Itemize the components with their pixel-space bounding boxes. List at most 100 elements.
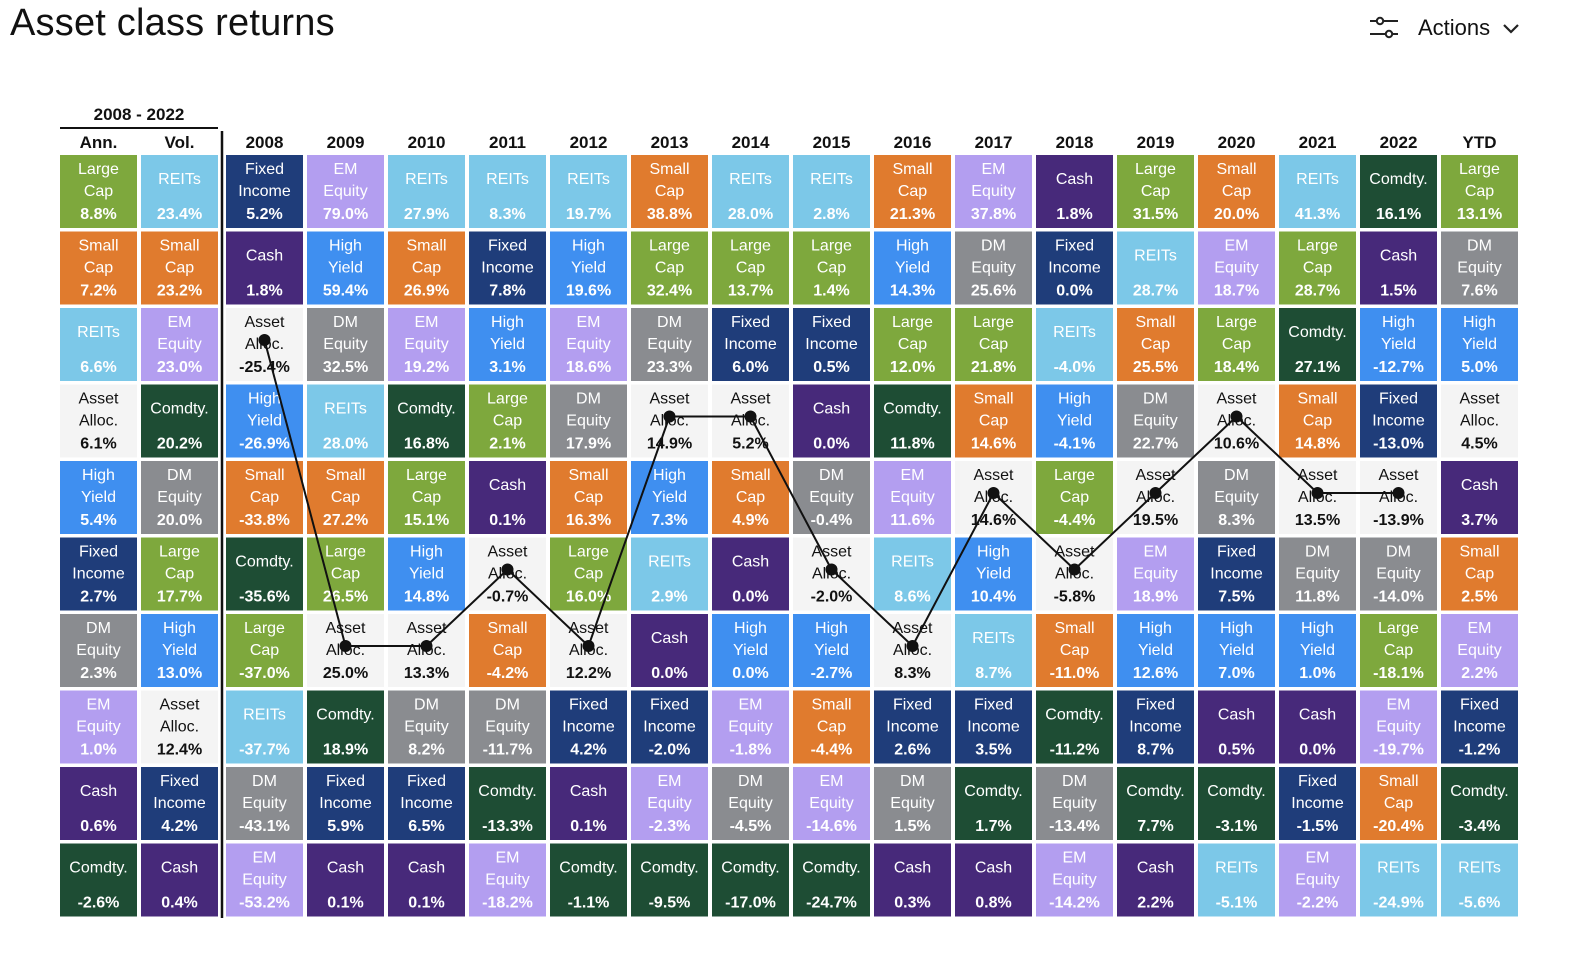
cell-2019-small-cap-value: 25.5% <box>1133 359 1178 376</box>
cell-2011-asset-alloc-label-1: Asset <box>487 544 528 561</box>
cell-2008-reits-label: REITs <box>243 707 286 724</box>
cell-2012-reits <box>550 155 627 228</box>
year-header-2009: 2009 <box>327 133 365 152</box>
cell-2008-em-equity-label-1: EM <box>253 850 277 867</box>
cell-vol-em-equity <box>141 308 218 381</box>
cell-2019-small-cap-label-2: Cap <box>1141 336 1170 353</box>
cell-ann-cash-label: Cash <box>80 783 117 800</box>
cell-2020-fixed-income-value: 7.5% <box>1218 589 1254 606</box>
cell-2021-large-cap-value: 28.7% <box>1295 283 1340 300</box>
cell-2017-reits <box>955 614 1032 687</box>
cell-ann-reits <box>60 308 137 381</box>
cell-2009-small-cap-label-1: Small <box>325 467 365 484</box>
cell-2013-small-cap-label-2: Cap <box>655 183 684 200</box>
cell-vol-high-yield-label-1: High <box>163 620 196 637</box>
cell-ann-fixed-income-value: 2.7% <box>80 589 116 606</box>
cell-2017-high-yield-label-2: Yield <box>976 566 1011 583</box>
cell-2020-high-yield-label-1: High <box>1220 620 1253 637</box>
cell-2014-comdty <box>712 843 789 917</box>
cell-2010-fixed-income-label-1: Fixed <box>407 773 446 790</box>
cell-ytd-large-cap-label-1: Large <box>1459 161 1500 178</box>
cell-2022-small-cap-label-2: Cap <box>1384 795 1413 812</box>
cell-ytd-large-cap <box>1441 155 1518 228</box>
cell-2022-cash-label: Cash <box>1380 248 1417 265</box>
cell-2015-high-yield-label-1: High <box>815 620 848 637</box>
cell-2010-asset-alloc-value: 13.3% <box>404 665 449 682</box>
cell-vol-em-equity-value: 23.0% <box>157 359 202 376</box>
cell-2011-small-cap-value: -4.2% <box>487 665 529 682</box>
cell-2014-comdty-label: Comdty. <box>721 860 779 877</box>
cell-2008-small-cap <box>226 461 303 534</box>
cell-2014-large-cap <box>712 231 789 305</box>
actions-menu-button[interactable]: Actions <box>1368 12 1520 44</box>
cell-ann-high-yield-label-1: High <box>82 467 115 484</box>
cell-2008-small-cap-label-2: Cap <box>250 489 279 506</box>
cell-vol-small-cap <box>141 231 218 305</box>
cell-2017-large-cap-label-2: Cap <box>979 336 1008 353</box>
cell-2015-small-cap-label-1: Small <box>811 697 851 714</box>
cell-2013-large-cap-label-1: Large <box>649 238 690 255</box>
cell-ytd-high-yield-value: 5.0% <box>1461 359 1497 376</box>
cell-ytd-large-cap-label-2: Cap <box>1465 183 1494 200</box>
cell-2013-reits <box>631 537 708 611</box>
cell-2013-large-cap <box>631 231 708 305</box>
cell-2018-small-cap <box>1036 614 1113 687</box>
cell-2016-large-cap-value: 12.0% <box>890 359 935 376</box>
cell-ytd-fixed-income-label-1: Fixed <box>1460 697 1499 714</box>
cell-2021-small-cap <box>1279 384 1356 458</box>
cell-2018-dm-equity-value: -13.4% <box>1049 818 1100 835</box>
cell-2020-fixed-income-label-1: Fixed <box>1217 544 1256 561</box>
cell-ann-small-cap-label-2: Cap <box>84 260 113 277</box>
cell-2010-reits-value: 27.9% <box>404 206 449 223</box>
cell-vol-fixed-income-label-1: Fixed <box>160 773 199 790</box>
cell-2022-dm-equity <box>1360 537 1437 611</box>
cell-2014-large-cap-label-2: Cap <box>736 260 765 277</box>
year-header-2017: 2017 <box>975 133 1013 152</box>
cell-2021-comdty-value: 27.1% <box>1295 359 1340 376</box>
asset-alloc-point-2012 <box>582 640 595 652</box>
cell-2018-large-cap-value: -4.4% <box>1054 512 1096 529</box>
cell-2008-em-equity-label-2: Equity <box>242 872 286 889</box>
cell-2013-comdty-value: -9.5% <box>649 895 691 912</box>
cell-2015-comdty-label: Comdty. <box>802 860 860 877</box>
cell-2021-reits <box>1279 155 1356 228</box>
cell-2013-high-yield <box>631 461 708 534</box>
asset-alloc-point-2015 <box>825 563 838 576</box>
cell-2020-cash-value: 0.5% <box>1218 742 1254 759</box>
cell-2021-fixed-income-label-2: Income <box>1291 795 1344 812</box>
cell-2019-large-cap-label-1: Large <box>1135 161 1176 178</box>
cell-2010-cash-value: 0.1% <box>408 895 444 912</box>
cell-2014-high-yield-value: 0.0% <box>732 665 768 682</box>
cell-2015-large-cap-label-1: Large <box>811 238 852 255</box>
cell-2013-fixed-income-label-1: Fixed <box>650 697 689 714</box>
cell-2018-dm-equity-label-1: DM <box>1062 773 1087 790</box>
year-header-2015: 2015 <box>813 133 851 152</box>
cell-2013-large-cap-value: 32.4% <box>647 283 692 300</box>
cell-2012-fixed-income-label-1: Fixed <box>569 697 608 714</box>
cell-2018-fixed-income <box>1036 231 1113 305</box>
cell-2017-high-yield-value: 10.4% <box>971 589 1016 606</box>
cell-2021-cash-value: 0.0% <box>1299 742 1335 759</box>
cell-2010-large-cap-label-2: Cap <box>412 489 441 506</box>
cell-2013-reits-label: REITs <box>648 554 691 571</box>
cell-2010-high-yield-label-1: High <box>410 544 443 561</box>
cell-ann-em-equity-label-2: Equity <box>76 719 120 736</box>
cell-2020-small-cap <box>1198 155 1275 228</box>
cell-2013-small-cap-label-1: Small <box>649 161 689 178</box>
cell-2010-high-yield-value: 14.8% <box>404 589 449 606</box>
cell-2010-em-equity-value: 19.2% <box>404 359 449 376</box>
cell-2016-comdty <box>874 384 951 458</box>
cell-2009-fixed-income <box>307 767 384 840</box>
cell-2022-small-cap <box>1360 767 1437 840</box>
cell-2013-high-yield-value: 7.3% <box>651 512 687 529</box>
cell-2015-dm-equity-label-2: Equity <box>809 489 853 506</box>
cell-2011-comdty-label: Comdty. <box>478 783 536 800</box>
cell-2010-small-cap-label-2: Cap <box>412 260 441 277</box>
actions-label: Actions <box>1418 15 1491 40</box>
cell-2008-cash-label: Cash <box>246 248 283 265</box>
cell-2017-comdty <box>955 767 1032 840</box>
cell-2019-small-cap <box>1117 308 1194 381</box>
cell-2011-em-equity-value: -18.2% <box>482 895 533 912</box>
cell-2022-high-yield-label-2: Yield <box>1381 336 1416 353</box>
cell-2012-dm-equity-value: 17.9% <box>566 436 611 453</box>
